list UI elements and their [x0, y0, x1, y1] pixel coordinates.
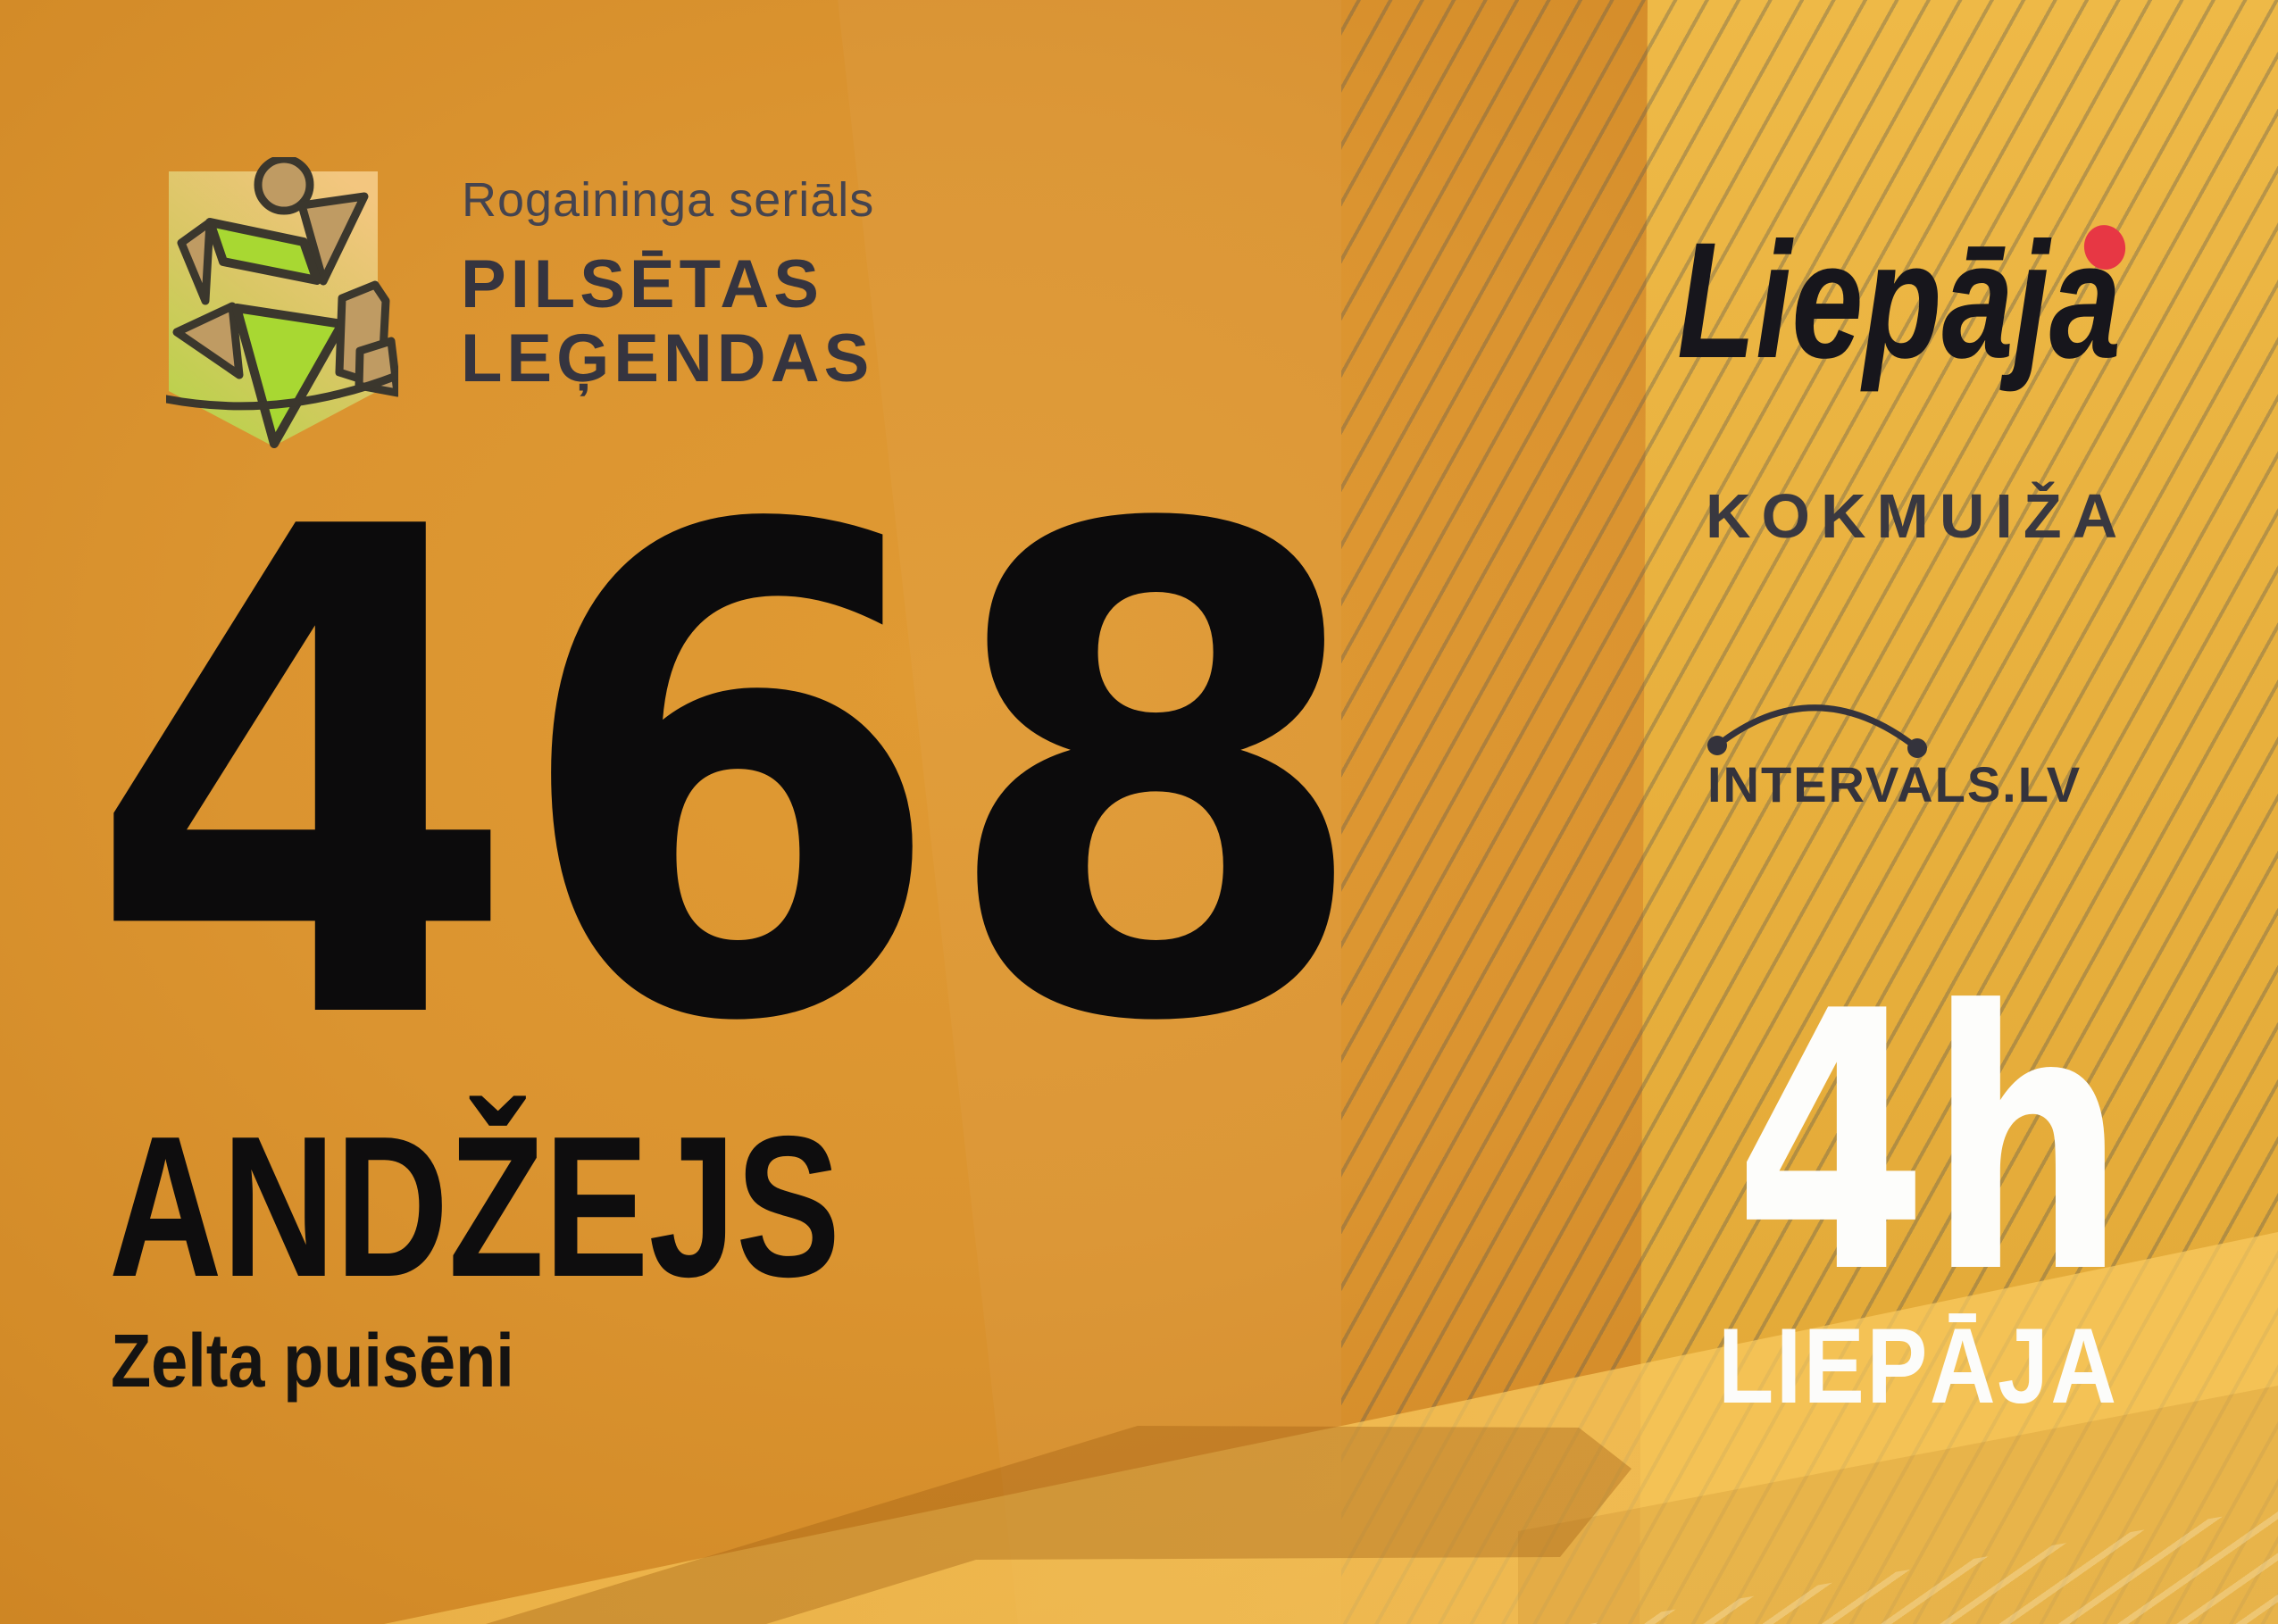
- race-city: LIEPĀJA: [1718, 1306, 2119, 1426]
- intervals-logo: INTERVALS.LV: [1707, 756, 2082, 812]
- liepaja-logo: Liepāja: [1677, 209, 2122, 393]
- team-name: Zelta puisēni: [111, 1319, 514, 1403]
- orienteering-runner-shield-icon: [166, 157, 398, 448]
- bib-number: 468: [86, 388, 1373, 1168]
- participant-name: ANDŽEJS: [109, 1094, 841, 1319]
- event-title-line1: PILSĒTAS: [461, 246, 823, 322]
- series-label: Rogaininga seriāls: [462, 173, 875, 227]
- kokmuiza-logo: KOKMUIŽA: [1706, 481, 2129, 551]
- event-title-line2: LEĢENDAS: [461, 321, 874, 396]
- race-duration: 4h: [1734, 937, 2127, 1352]
- interval-arc-icon: [1707, 704, 1927, 758]
